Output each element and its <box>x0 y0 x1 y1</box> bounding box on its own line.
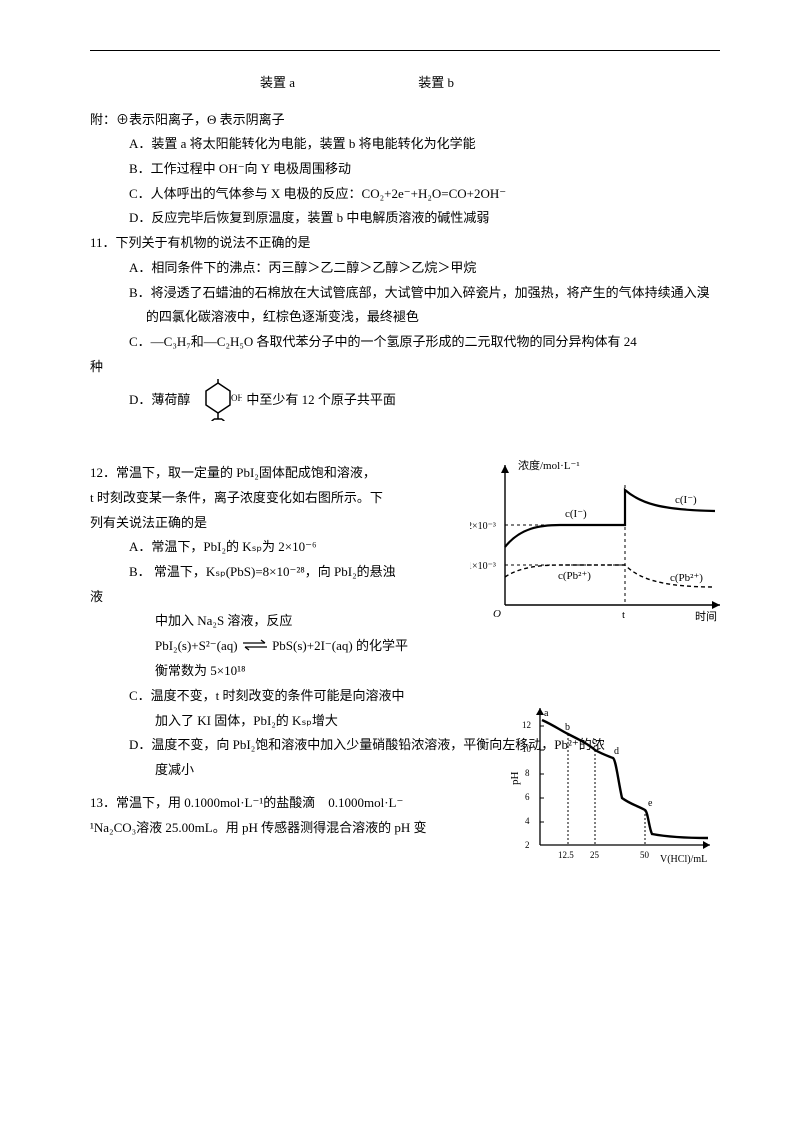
q10-option-d: D．反应完毕后恢复到原温度，装置 b 中电解质溶液的碱性减弱 <box>90 206 720 231</box>
device-label-a: 装置 a <box>260 71 295 96</box>
q13-ytick-3: 8 <box>525 768 530 778</box>
q12-b3-post: PbS(s)+2I⁻(aq) 的化学平 <box>272 638 408 653</box>
q10-option-b: B．工作过程中 OH⁻向 Y 电极周围移动 <box>90 157 720 182</box>
q11-option-c: C．—C₃H₇和—C₂H₅O 各取代苯分子中的一个氢原子形成的二元取代物的同分异… <box>90 330 720 355</box>
equilibrium-arrow-icon <box>241 635 269 660</box>
q13-pt-a: a <box>544 708 549 719</box>
q13-pt-b: b <box>565 722 570 733</box>
q12-option-b-4: 衡常数为 5×10¹⁸ <box>90 659 720 684</box>
q13-ytick-1: 4 <box>525 816 530 826</box>
q13-xtick-1: 25 <box>590 850 600 860</box>
menthol-structure-icon: OH <box>194 379 242 421</box>
q12-ylabel: 浓度/mol·L⁻¹ <box>518 458 580 472</box>
q13-pt-c: c <box>592 736 597 747</box>
q12-series-i-right: c(I⁻) <box>675 494 697 506</box>
device-label-b: 装置 b <box>418 71 454 96</box>
q11-d-post: 中至少有 12 个原子共平面 <box>246 388 396 413</box>
q12-t-marker: t <box>622 609 625 621</box>
q13-pt-d: d <box>614 746 619 757</box>
q12-stem-3: 列有关说法正确的是 <box>90 511 400 536</box>
menthol-oh-label: OH <box>231 393 242 403</box>
q12-b3-pre: PbI₂(s)+S²⁻(aq) <box>155 638 238 653</box>
q13-ytick-4: 10 <box>522 744 532 754</box>
q11-option-b: B．将浸透了石蜡油的石棉放在大试管底部，大试管中加入碎瓷片，加强热，将产生的气体… <box>90 281 720 330</box>
q12-ytick-1: 1×10⁻³ <box>470 561 496 572</box>
q12-origin: O <box>493 608 501 620</box>
q12-stem-1: 12．常温下，取一定量的 PbI₂固体配成饱和溶液， <box>90 461 400 486</box>
q13-ytick-5: 12 <box>522 720 531 730</box>
q12-chart: 浓度/mol·L⁻¹ 时间 O 2×10⁻³ 1×10⁻³ t c(I⁻) c(… <box>470 455 730 635</box>
q13-ylabel: pH <box>510 772 521 786</box>
q10-option-c: C．人体呼出的气体参与 X 电极的反应：CO₂+2e⁻+H₂O=CO+2OH⁻ <box>90 182 720 207</box>
q11-d-pre: D．薄荷醇 <box>129 388 190 413</box>
q10-option-a: A．装置 a 将太阳能转化为电能，装置 b 将电能转化为化学能 <box>90 132 720 157</box>
q13-line-1: 13．常温下，用 0.1000mol·L⁻¹的盐酸滴 0.1000mol·L⁻ <box>90 791 450 816</box>
q12-ytick-2: 2×10⁻³ <box>470 521 496 532</box>
top-rule <box>90 50 720 51</box>
q13-xtick-0: 12.5 <box>558 850 574 860</box>
q11-option-c-tail: 种 <box>90 355 720 380</box>
q13-xlabel: V(HCl)/mL <box>660 854 707 865</box>
q13-ytick-2: 6 <box>525 792 530 802</box>
q13-xtick-2: 50 <box>640 850 650 860</box>
q12-stem-2: t 时刻改变某一条件，离子浓度变化如右图所示。下 <box>90 486 400 511</box>
footnote-symbols: 附：⊕表示阳离子，Θ 表示阴离子 <box>90 108 720 133</box>
q12-xlabel: 时间 <box>695 610 717 623</box>
q13-chart: pH V(HCl)/mL 2 4 6 8 10 12 12.5 25 <box>510 700 720 870</box>
q13-line-2: ¹Na₂CO₃溶液 25.00mL。用 pH 传感器测得混合溶液的 pH 变 <box>90 816 450 841</box>
q11-option-a: A．相同条件下的沸点：丙三醇＞乙二醇＞乙醇＞乙烷＞甲烷 <box>90 256 720 281</box>
q12-option-b-3: PbI₂(s)+S²⁻(aq) PbS(s)+2I⁻(aq) 的化学平 <box>90 634 720 659</box>
q12-series-pb-left: c(Pb²⁺) <box>558 570 591 582</box>
q11-stem: 11．下列关于有机物的说法不正确的是 <box>90 231 720 256</box>
q13-pt-e: e <box>648 798 653 809</box>
q13-ytick-0: 2 <box>525 840 530 850</box>
q12-option-a: A．常温下，PbI₂的 Kₛₚ为 2×10⁻⁶ <box>90 535 400 560</box>
q12-option-b-1: B． 常温下，Kₛₚ(PbS)=8×10⁻²⁸，向 PbI₂的悬浊 <box>90 560 400 585</box>
q12-series-i-left: c(I⁻) <box>565 508 587 520</box>
q13-block: 13．常温下，用 0.1000mol·L⁻¹的盐酸滴 0.1000mol·L⁻ … <box>90 791 720 840</box>
q12-series-pb-right: c(Pb²⁺) <box>670 572 703 584</box>
q11-option-d: D．薄荷醇 OH 中至少有 12 个原子共平面 <box>90 379 720 421</box>
device-labels: 装置 a 装置 b <box>90 71 720 96</box>
